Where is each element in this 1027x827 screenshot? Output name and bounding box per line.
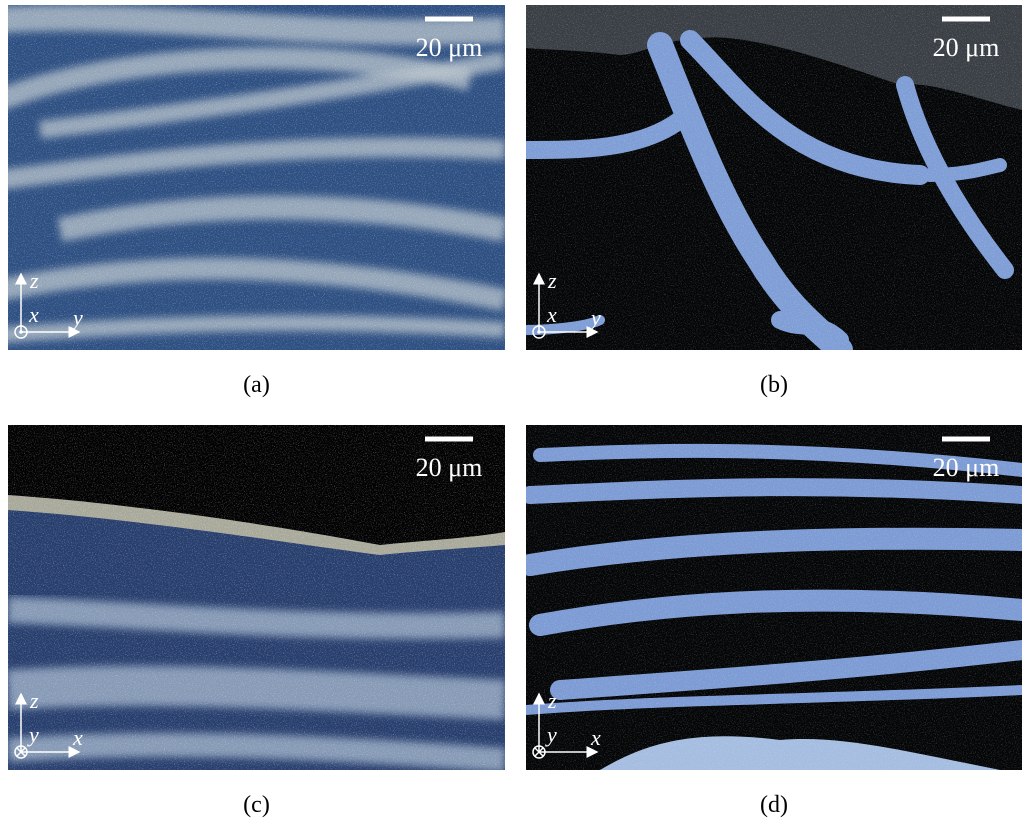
axis-label: y xyxy=(71,305,83,330)
axis-label: y xyxy=(589,305,601,330)
scale-bar-label: 20 μm xyxy=(416,453,483,482)
axis-label: x xyxy=(590,725,601,750)
axis-label: x xyxy=(28,302,39,327)
caption: (b) xyxy=(760,372,788,398)
axis-label: y xyxy=(545,722,557,747)
scale-bar-label: 20 μm xyxy=(933,33,1000,62)
axis-normal-dot xyxy=(537,330,541,334)
axis-label: x xyxy=(546,302,557,327)
axis-label: z xyxy=(29,688,39,713)
figure: (a)20 μmzxy(b)20 μmzxy(c)20 μmzyx(d)20 μ… xyxy=(0,0,1027,827)
scale-bar-label: 20 μm xyxy=(933,453,1000,482)
scale-bar-label: 20 μm xyxy=(416,33,483,62)
axis-label: y xyxy=(27,722,39,747)
caption: (a) xyxy=(243,372,270,398)
caption: (c) xyxy=(243,792,270,818)
axis-label: z xyxy=(29,268,39,293)
axis-label: z xyxy=(547,268,557,293)
axis-label: x xyxy=(72,725,83,750)
axis-normal-dot xyxy=(19,330,23,334)
axis-label: z xyxy=(547,688,557,713)
caption: (d) xyxy=(760,792,788,818)
